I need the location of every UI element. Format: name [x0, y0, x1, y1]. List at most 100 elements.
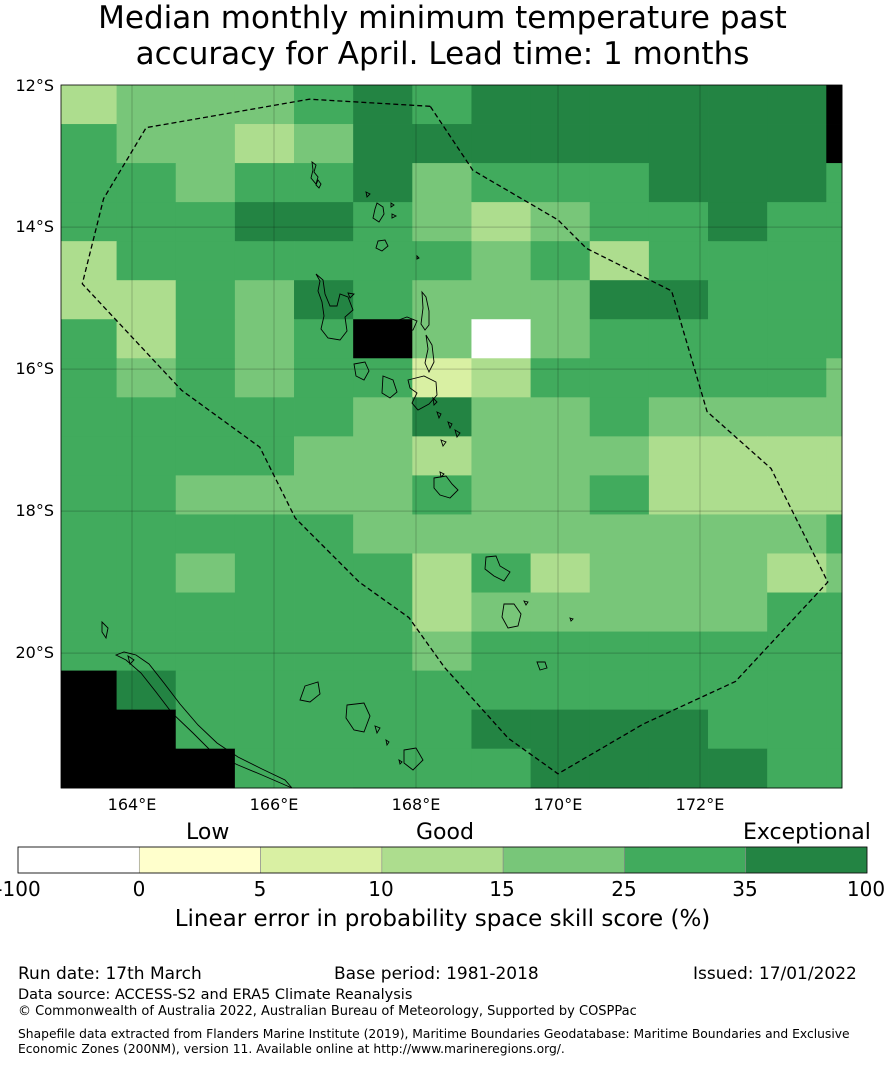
skill-cell	[234, 358, 295, 398]
skill-cell	[353, 748, 413, 789]
skill-cell	[530, 475, 591, 515]
skill-cell	[648, 631, 709, 671]
skill-cell	[767, 85, 827, 125]
island	[536, 661, 548, 671]
skill-cell	[530, 163, 591, 203]
skill-cell	[471, 514, 531, 554]
skill-cell	[234, 514, 295, 554]
lon-label-164e: 164°E	[107, 795, 157, 814]
colorbar-tick: -100	[0, 877, 41, 901]
skill-cell	[234, 280, 295, 320]
island	[439, 471, 445, 478]
skill-cell	[294, 319, 354, 359]
colorbar-tick: 5	[253, 877, 267, 901]
skill-cell	[116, 670, 177, 711]
skill-cell	[294, 709, 354, 750]
skill-cell	[708, 85, 768, 125]
skill-cell	[589, 358, 650, 398]
island	[365, 191, 371, 198]
skill-cell	[61, 670, 117, 711]
run-date: Run date: 17th March	[18, 964, 202, 984]
island	[385, 739, 390, 747]
skill-cell	[412, 358, 472, 398]
eez-boundary	[81, 98, 829, 775]
skill-cell	[648, 436, 709, 476]
skill-cell	[708, 670, 768, 711]
lat-label-20s: 20°S	[15, 643, 54, 662]
colorbar-tick: 35	[732, 877, 758, 901]
skill-cell	[294, 85, 354, 125]
skill-cell	[589, 202, 650, 242]
skill-cell	[175, 748, 236, 789]
skill-cell	[353, 670, 413, 711]
skill-cell	[116, 241, 177, 281]
skill-cell	[589, 709, 650, 750]
skill-cell	[589, 241, 650, 281]
skill-cell	[294, 670, 354, 711]
coastlines	[101, 161, 574, 789]
skill-cell	[175, 124, 236, 164]
copyright: © Commonwealth of Australia 2022, Austra…	[18, 1004, 637, 1019]
skill-cell	[234, 553, 295, 593]
skill-cell	[234, 748, 295, 789]
skill-cell	[708, 241, 768, 281]
skill-cell	[412, 709, 472, 750]
skill-cell	[530, 358, 591, 398]
skill-cell	[116, 592, 177, 632]
skill-cell	[826, 631, 843, 671]
skill-cell	[294, 553, 354, 593]
skill-cell	[175, 670, 236, 711]
skill-cell	[826, 553, 843, 593]
skill-cell	[471, 670, 531, 711]
skill-cell	[412, 280, 472, 320]
skill-cell	[353, 436, 413, 476]
skill-cell	[708, 553, 768, 593]
skill-cell	[353, 553, 413, 593]
skill-cell	[116, 280, 177, 320]
skill-cell	[648, 592, 709, 632]
skill-cell	[826, 436, 843, 476]
skill-cell	[294, 748, 354, 789]
island	[381, 375, 398, 399]
skill-cell	[353, 709, 413, 750]
colorbar-swatch	[745, 846, 868, 874]
island	[101, 620, 109, 640]
skill-cell	[234, 202, 295, 242]
island	[315, 273, 354, 341]
skill-cell	[826, 124, 843, 164]
lon-label-166e: 166°E	[249, 795, 299, 814]
skill-cell	[412, 397, 472, 437]
island	[403, 747, 424, 771]
skill-cell	[412, 553, 472, 593]
skill-cell	[471, 397, 531, 437]
skill-cell	[648, 709, 709, 750]
skill-cell	[648, 319, 709, 359]
skill-cell	[826, 280, 843, 320]
colorbar-label: Linear error in probability space skill …	[174, 906, 711, 932]
skill-cell	[234, 319, 295, 359]
colorbar-swatch	[624, 846, 747, 874]
skill-cell	[589, 631, 650, 671]
skill-cell	[471, 241, 531, 281]
skill-cell	[412, 514, 472, 554]
skill-cell	[708, 709, 768, 750]
skill-cell	[708, 748, 768, 789]
skill-cell	[175, 319, 236, 359]
skill-cell	[412, 475, 472, 515]
skill-cell	[589, 280, 650, 320]
category-exceptional: Exceptional	[743, 820, 871, 845]
skill-cell	[116, 319, 177, 359]
skill-cell	[648, 163, 709, 203]
skill-cell	[648, 553, 709, 593]
skill-cell	[589, 397, 650, 437]
skill-cell	[175, 241, 236, 281]
map-title-line-1: Median monthly minimum temperature past	[98, 0, 787, 36]
skill-cell	[708, 397, 768, 437]
skill-cell	[116, 553, 177, 593]
skill-cell	[116, 124, 177, 164]
skill-cell	[294, 202, 354, 242]
skill-cell	[826, 319, 843, 359]
skill-cell	[708, 592, 768, 632]
skill-cell	[471, 436, 531, 476]
skill-cell	[767, 592, 827, 632]
